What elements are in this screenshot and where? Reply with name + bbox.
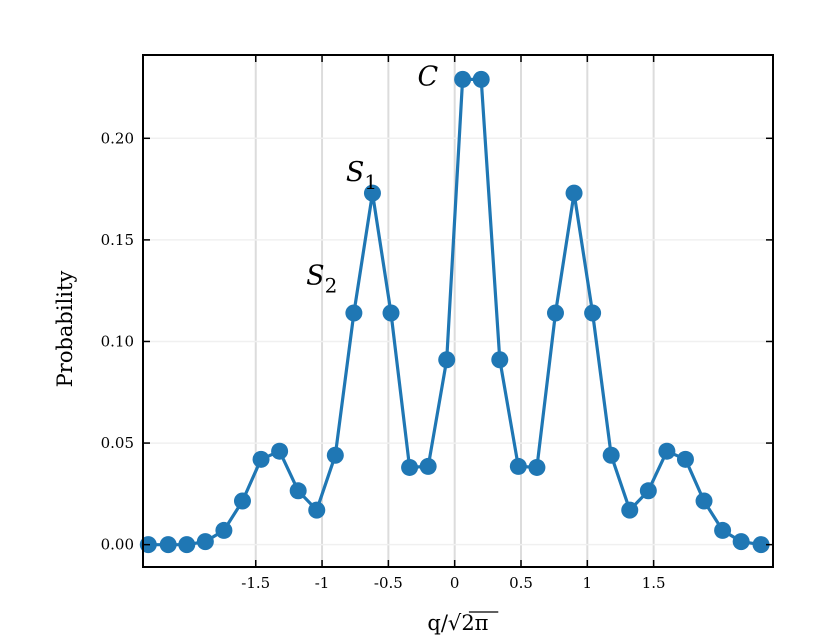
data-point [326, 446, 344, 464]
data-point [382, 304, 400, 322]
data-point [196, 533, 214, 551]
data-point [419, 457, 437, 475]
x-tick-label: -1 [315, 574, 330, 592]
y-ticks: 0.00 0.05 0.10 0.15 0.20 [101, 129, 773, 554]
data-point [401, 458, 419, 476]
x-tick-label: -1.5 [241, 574, 270, 592]
data-point [714, 521, 732, 539]
y-tick-label: 0.05 [101, 434, 134, 452]
x-axis-label: q/√2π [427, 611, 488, 635]
x-tick-label: 0 [450, 574, 460, 592]
data-point [676, 450, 694, 468]
data-point [658, 442, 676, 460]
x-tick-label: -0.5 [374, 574, 403, 592]
data-point [584, 304, 602, 322]
data-point [695, 492, 713, 510]
data-point [491, 351, 509, 369]
data-point [732, 533, 750, 551]
data-point [472, 70, 490, 88]
data-point [252, 450, 270, 468]
data-point [621, 501, 639, 519]
y-tick-label: 0.15 [101, 231, 134, 249]
x-tick-label: 0.5 [509, 574, 533, 592]
data-point [752, 536, 770, 554]
x-ticks: -1.5 -1 -0.5 0 0.5 1 1.5 [241, 55, 666, 592]
data-point [308, 501, 326, 519]
data-point [363, 184, 381, 202]
data-point [159, 536, 177, 554]
data-point [438, 351, 456, 369]
data-point [345, 304, 363, 322]
y-tick-label: 0.20 [101, 129, 134, 147]
data-point [639, 482, 657, 500]
data-point [528, 458, 546, 476]
series-line [148, 77, 762, 547]
data-point [215, 521, 233, 539]
plot-frame [142, 54, 774, 568]
annotation-label: C [418, 61, 439, 92]
data-point [271, 442, 289, 460]
grid-lines [143, 55, 773, 567]
data-point [178, 536, 196, 554]
x-tick-label: 1.5 [642, 574, 666, 592]
x-tick-label: 1 [583, 574, 593, 592]
annotation-label: S1 [346, 157, 377, 194]
y-tick-label: 0.00 [101, 536, 134, 554]
series-polyline [148, 77, 762, 547]
data-point [233, 492, 251, 510]
y-tick-label: 0.10 [101, 332, 134, 350]
data-point [565, 184, 583, 202]
data-points [139, 70, 770, 554]
data-point [454, 70, 472, 88]
data-point [289, 482, 307, 500]
y-axis-label: Probability [53, 271, 77, 388]
data-point [546, 304, 564, 322]
data-point [509, 457, 527, 475]
data-point [602, 446, 620, 464]
